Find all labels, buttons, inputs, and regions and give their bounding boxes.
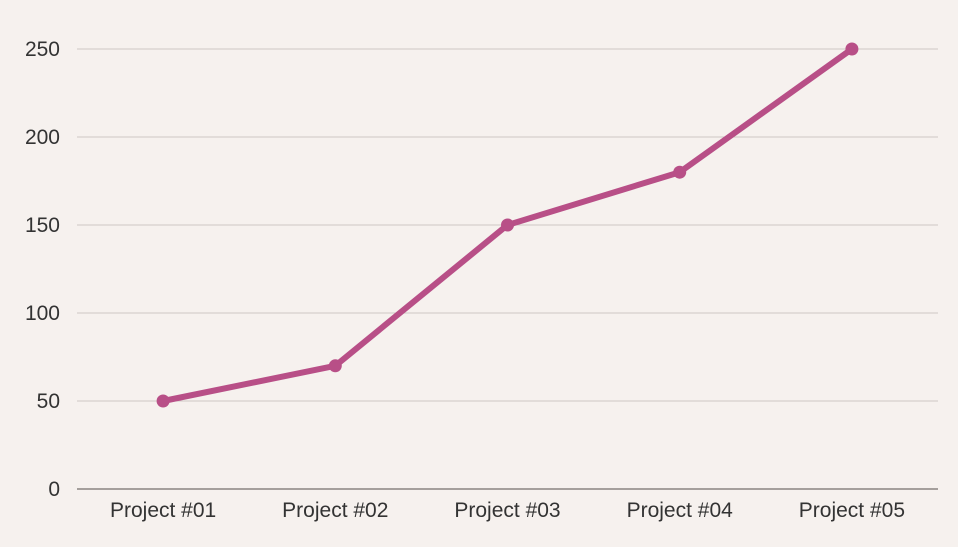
- y-tick-label: 100: [25, 302, 60, 325]
- y-axis-tick-labels: 0 50 100 150 200 250: [25, 38, 60, 501]
- x-tick-label: Project #02: [282, 499, 388, 522]
- series-group: [156, 42, 859, 408]
- y-tick-label: 200: [25, 126, 60, 149]
- data-point: [328, 359, 342, 373]
- x-axis-tick-labels: Project #01 Project #02 Project #03 Project…: [110, 499, 905, 522]
- x-tick-label: Project #04: [627, 499, 734, 522]
- data-point: [845, 42, 859, 56]
- y-tick-label: 150: [25, 214, 60, 237]
- x-tick-label: Project #03: [454, 499, 560, 522]
- x-tick-label: Project #05: [799, 499, 905, 522]
- y-tick-label: 250: [25, 38, 60, 61]
- x-tick-label: Project #01: [110, 499, 216, 522]
- data-point: [501, 218, 514, 232]
- y-tick-label: 0: [48, 478, 60, 501]
- data-point: [156, 394, 170, 408]
- y-tick-label: 50: [37, 390, 60, 413]
- data-point: [673, 165, 687, 179]
